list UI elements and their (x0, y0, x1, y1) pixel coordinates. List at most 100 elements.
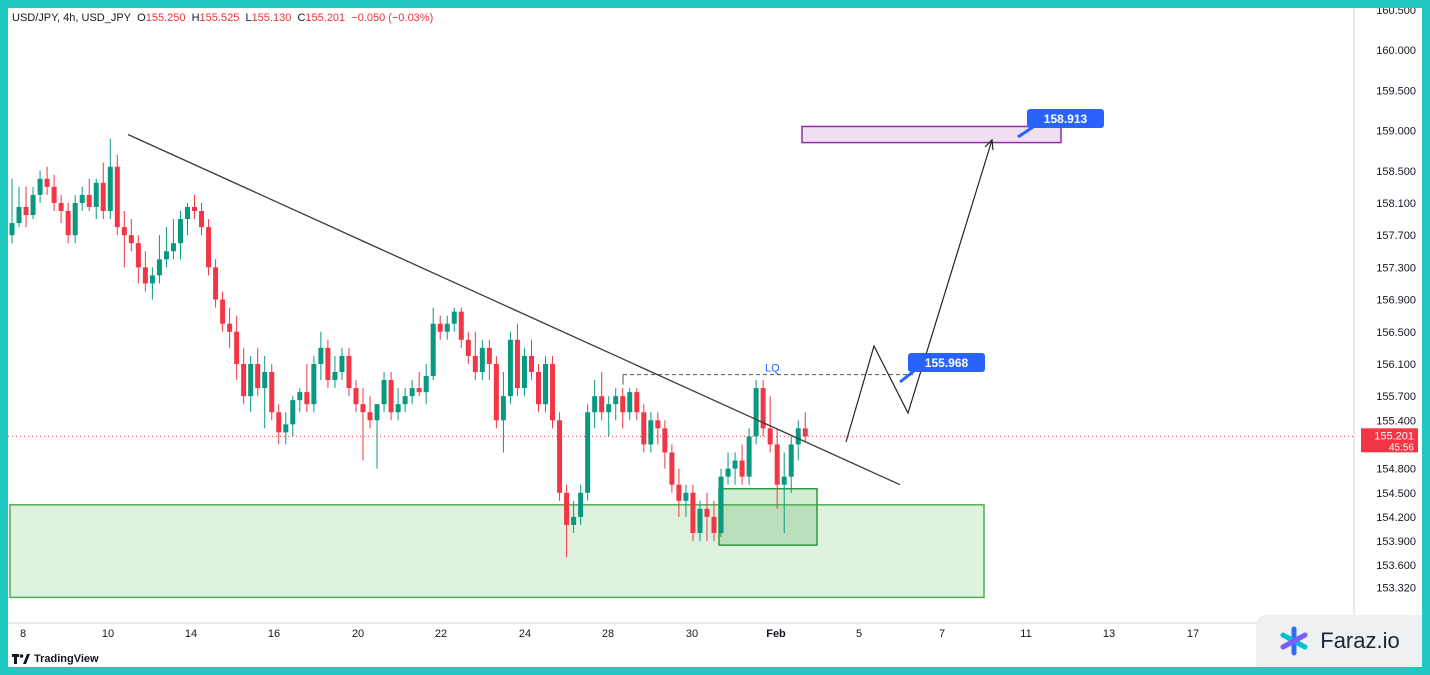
candle-body[interactable] (290, 400, 296, 425)
candle-body[interactable] (753, 388, 759, 437)
trendline[interactable] (127, 133, 901, 486)
candle-body[interactable] (550, 363, 556, 421)
candle-body[interactable] (107, 166, 113, 211)
candle-body[interactable] (86, 194, 92, 207)
candle-body[interactable] (676, 484, 682, 501)
candle-body[interactable] (51, 186, 57, 203)
candle-body[interactable] (121, 227, 127, 236)
candle-body[interactable] (297, 392, 303, 401)
candle-body[interactable] (795, 428, 801, 445)
candle-body[interactable] (199, 211, 205, 228)
candle-body[interactable] (332, 372, 338, 381)
candle-body[interactable] (430, 323, 436, 377)
candle-body[interactable] (500, 396, 506, 421)
candle-body[interactable] (578, 492, 584, 517)
candle-body[interactable] (521, 355, 527, 389)
candle-body[interactable] (669, 452, 675, 485)
candle-body[interactable] (606, 404, 612, 413)
candle-body[interactable] (543, 363, 549, 405)
candle-body[interactable] (620, 396, 626, 413)
candle-body[interactable] (353, 388, 359, 405)
candle-body[interactable] (613, 396, 619, 405)
candle-body[interactable] (655, 420, 661, 429)
target-1-box[interactable] (908, 353, 985, 372)
candle-body[interactable] (177, 219, 183, 244)
candle-body[interactable] (648, 420, 654, 445)
candle-body[interactable] (465, 339, 471, 356)
candle-body[interactable] (374, 404, 380, 421)
candle-body[interactable] (423, 376, 429, 393)
candle-body[interactable] (318, 347, 324, 364)
candle-body[interactable] (381, 380, 387, 405)
candle-body[interactable] (149, 275, 155, 284)
candle-body[interactable] (79, 194, 85, 203)
candle-body[interactable] (416, 388, 422, 393)
candle-body[interactable] (564, 492, 570, 525)
candle-body[interactable] (528, 355, 534, 372)
candle-body[interactable] (269, 372, 275, 413)
candle-body[interactable] (760, 388, 766, 429)
candle-body[interactable] (135, 243, 141, 268)
candle-body[interactable] (114, 166, 120, 228)
candle-body[interactable] (388, 380, 394, 413)
candle-body[interactable] (641, 412, 647, 445)
candle-body[interactable] (142, 267, 148, 284)
candle-body[interactable] (367, 412, 373, 421)
candle-body[interactable] (262, 372, 268, 389)
candle-body[interactable] (227, 323, 233, 332)
candle-body[interactable] (746, 436, 752, 477)
candle-body[interactable] (592, 396, 598, 413)
demand-zone[interactable] (9, 504, 985, 599)
price-chart[interactable]: LQ 155.968 158.913 160.500 160.000 159.500 159… (8, 8, 1422, 667)
candle-body[interactable] (44, 178, 50, 187)
candle-body[interactable] (360, 404, 366, 413)
candle-body[interactable] (451, 311, 457, 324)
projection-path[interactable] (845, 139, 993, 443)
candle-body[interactable] (156, 259, 162, 276)
candle-body[interactable] (507, 339, 513, 397)
candle-body[interactable] (311, 363, 317, 405)
candle-body[interactable] (65, 211, 71, 236)
candle-body[interactable] (170, 243, 176, 252)
candle-body[interactable] (486, 347, 492, 364)
entry-zone[interactable] (718, 487, 818, 546)
candle-body[interactable] (690, 492, 696, 533)
candle-body[interactable] (409, 388, 415, 397)
candle-body[interactable] (241, 363, 247, 397)
candle-body[interactable] (788, 444, 794, 477)
candle-body[interactable] (395, 404, 401, 413)
candle-body[interactable] (634, 392, 640, 413)
candle-body[interactable] (213, 267, 219, 300)
candle-body[interactable] (718, 476, 724, 533)
candle-body[interactable] (16, 206, 22, 224)
candle-body[interactable] (627, 392, 633, 413)
candle-body[interactable] (100, 182, 106, 211)
candle-body[interactable] (514, 339, 520, 389)
candle-body[interactable] (458, 311, 464, 340)
candle-body[interactable] (725, 468, 731, 477)
candle-body[interactable] (37, 178, 43, 195)
candle-body[interactable] (72, 202, 78, 236)
candle-body[interactable] (557, 420, 563, 493)
candle-body[interactable] (283, 424, 289, 433)
candle-body[interactable] (276, 412, 282, 433)
candle-body[interactable] (599, 396, 605, 413)
candle-body[interactable] (220, 299, 226, 324)
candle-body[interactable] (444, 323, 450, 332)
candle-body[interactable] (739, 460, 745, 477)
candle-body[interactable] (585, 412, 591, 493)
candle-body[interactable] (683, 492, 689, 501)
candle-body[interactable] (58, 202, 64, 211)
tradingview-logo[interactable]: TradingView (12, 653, 99, 665)
candle-body[interactable] (248, 363, 254, 397)
candle-body[interactable] (493, 363, 499, 421)
candle-body[interactable] (479, 347, 485, 372)
candle-body[interactable] (767, 428, 773, 445)
candle-body[interactable] (30, 194, 36, 216)
candle-body[interactable] (402, 396, 408, 405)
candle-body[interactable] (571, 516, 577, 525)
candle-body[interactable] (206, 227, 212, 268)
candle-body[interactable] (185, 206, 190, 220)
candle-body[interactable] (304, 392, 310, 405)
candle-body[interactable] (128, 235, 134, 244)
